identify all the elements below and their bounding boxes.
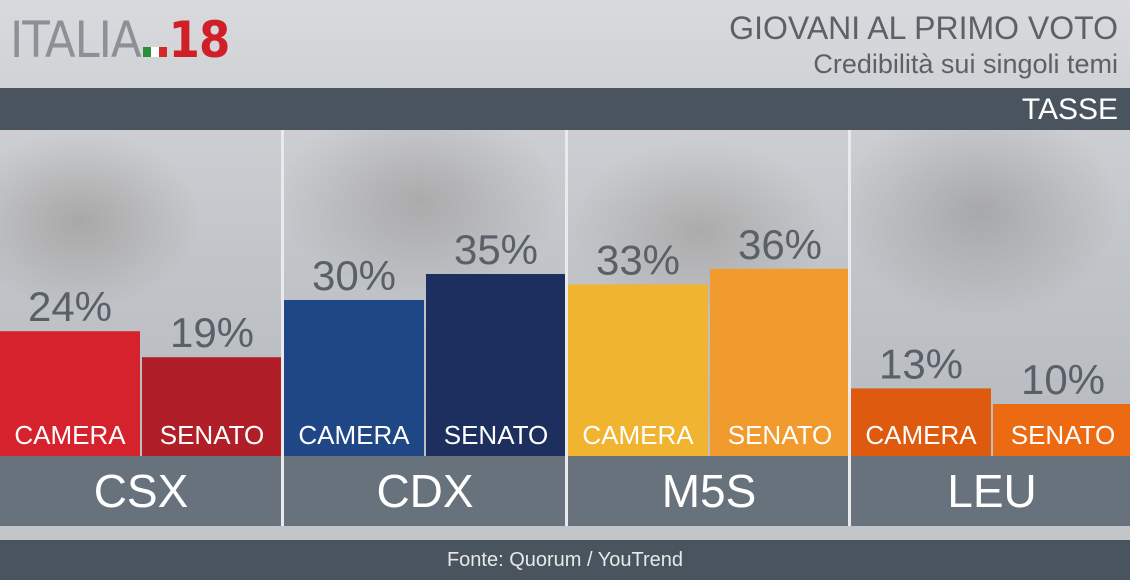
group-divider — [281, 130, 284, 526]
header: ITALIA 18 GIOVANI AL PRIMO VOTO Credibili… — [0, 0, 1130, 88]
category-label-cdx: CDX — [376, 465, 474, 517]
bar-cdx-camera — [284, 300, 424, 456]
bar-csx-senato — [142, 357, 282, 456]
data-label: 35% — [454, 226, 538, 273]
bar-chart: CAMERA 24% SENATO 19% CAMERA 30% SENATO 35% CAME… — [0, 221, 1130, 456]
series-label-senato: SENATO — [160, 420, 265, 450]
group-divider — [848, 130, 851, 526]
chart-title: GIOVANI AL PRIMO VOTO — [729, 10, 1118, 46]
series-label-senato: SENATO — [1011, 420, 1116, 450]
data-label: 30% — [312, 252, 396, 299]
bar-m5s-camera — [568, 284, 708, 456]
series-label-senato: SENATO — [444, 420, 549, 450]
data-label: 10% — [1021, 356, 1105, 403]
data-label: 36% — [738, 221, 822, 268]
logo-number: 18 — [168, 11, 231, 69]
bar-leu-senato — [993, 404, 1130, 456]
bar-csx-camera — [0, 331, 140, 456]
category-label-leu: LEU — [947, 465, 1037, 517]
italia18-logo: ITALIA 18 — [10, 11, 231, 69]
bar-cdx-senato — [426, 274, 566, 456]
data-label: 24% — [28, 283, 112, 330]
data-label: 33% — [596, 236, 680, 283]
bar-m5s-senato — [710, 268, 850, 456]
topic-label: TASSE — [1021, 93, 1118, 126]
logo-text: ITALIA — [10, 11, 142, 69]
category-label-csx: CSX — [93, 465, 189, 517]
italian-flag-icon — [142, 47, 167, 57]
series-label-camera: CAMERA — [865, 420, 977, 450]
source-note: Fonte: Quorum / YouTrend — [446, 549, 684, 571]
footer-bar — [0, 540, 1130, 580]
series-label-camera: CAMERA — [298, 420, 410, 450]
series-label-senato: SENATO — [728, 420, 833, 450]
bar-leu-camera — [851, 388, 991, 456]
chart-subtitle: Credibilità sui singoli temi — [813, 49, 1118, 79]
category-label-m5s: M5S — [661, 465, 757, 517]
series-label-camera: CAMERA — [582, 420, 694, 450]
data-label: 13% — [879, 340, 963, 387]
series-label-camera: CAMERA — [14, 420, 126, 450]
topic-bar — [0, 88, 1130, 130]
data-label: 19% — [170, 309, 254, 356]
group-divider — [565, 130, 568, 526]
